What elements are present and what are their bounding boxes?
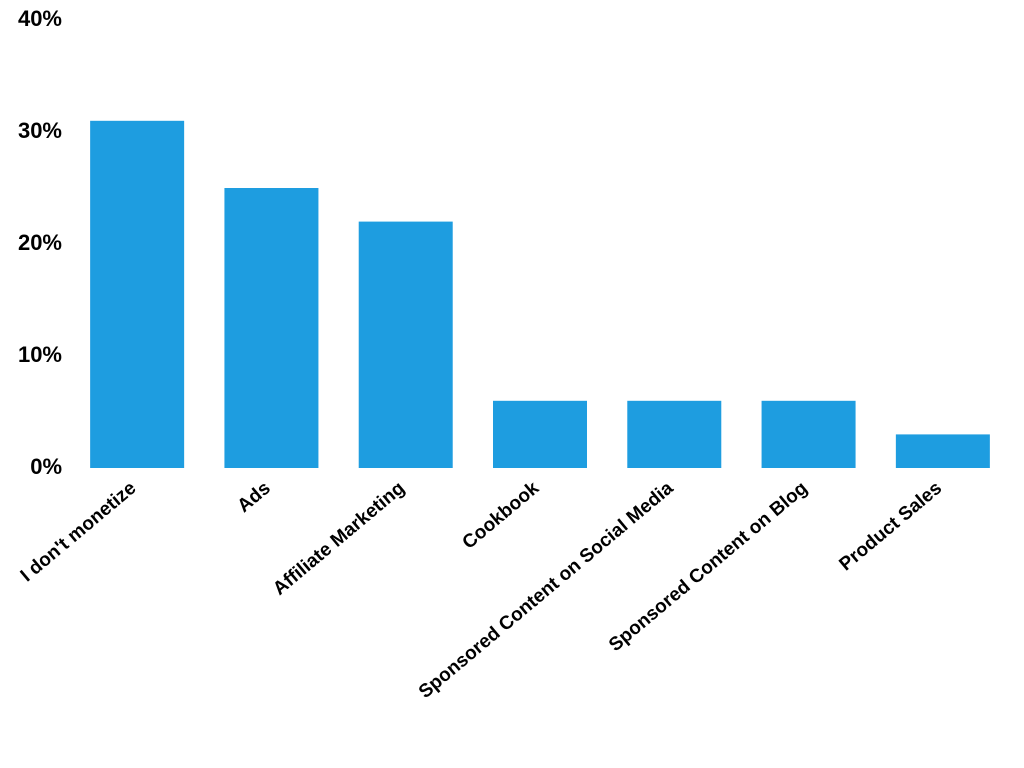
x-axis-category-label: Ads (234, 478, 275, 517)
bar (90, 121, 184, 468)
y-axis-tick-label: 30% (18, 118, 62, 143)
x-axis-category-label: Product Sales (836, 478, 947, 576)
bar (224, 188, 318, 468)
bar (493, 401, 587, 468)
y-axis-tick-label: 0% (30, 454, 62, 479)
bar-chart: 0% 10% 20% 30% 40% I don't monetize AdsAffilia… (0, 0, 1024, 768)
y-axis-tick-label: 10% (18, 342, 62, 367)
bar (896, 434, 990, 468)
y-axis-tick-label: 20% (18, 230, 62, 255)
bar (762, 401, 856, 468)
bar (359, 222, 453, 468)
x-axis-category-label: I don't monetize (17, 478, 141, 587)
bar (627, 401, 721, 468)
x-axis-category-label: Sponsored Content on Social Media (415, 477, 678, 702)
chart-svg: 0% 10% 20% 30% 40% I don't monetize AdsAffilia… (0, 0, 1024, 768)
y-axis-tick-label: 40% (18, 6, 62, 31)
x-axis-category-label: Affiliate Marketing (269, 478, 409, 600)
x-axis-category-label: Cookbook (459, 477, 544, 553)
